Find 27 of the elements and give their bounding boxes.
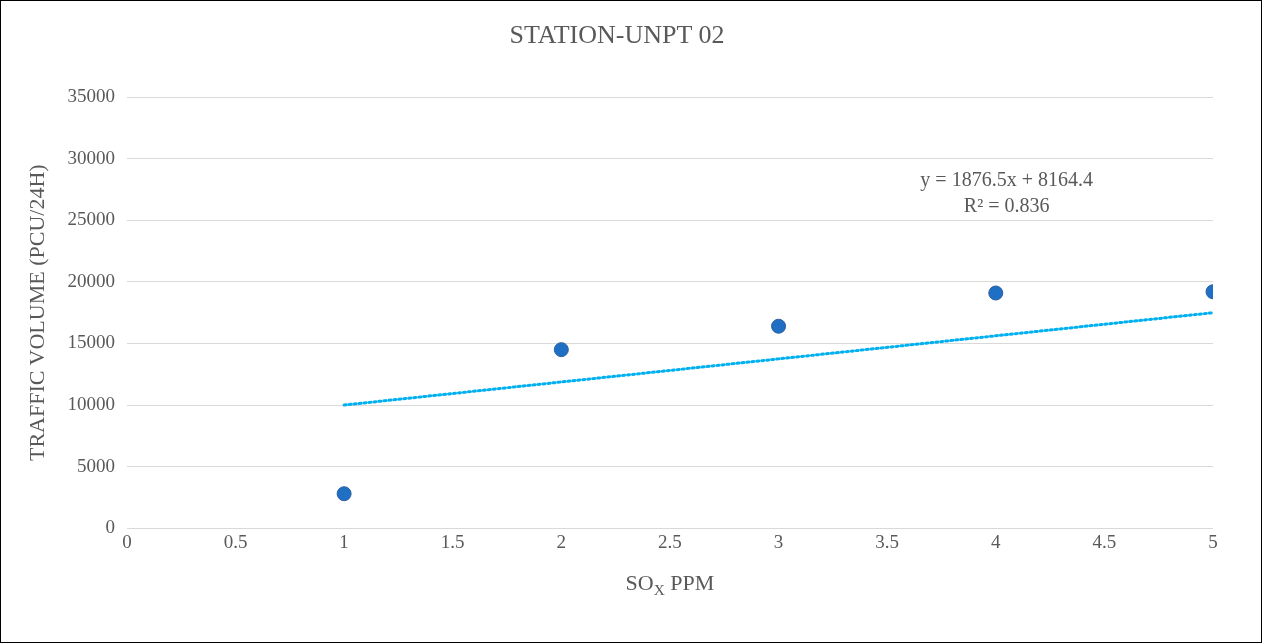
x-tick-label: 3.5: [875, 530, 900, 552]
x-tick-label: 1: [339, 530, 349, 552]
y-tick-label: 10000: [67, 393, 115, 415]
x-tick-label: 4.5: [1092, 530, 1117, 552]
x-tick-label: 3: [773, 530, 784, 552]
y-tick-label: 5000: [76, 454, 115, 476]
x-tick-label: 0.5: [223, 530, 248, 552]
annotation: y = 1876.5x + 8164.4: [920, 168, 1093, 192]
y-axis-title: TRAFFIC VOLUME (PCU/24H): [23, 164, 49, 462]
y-tick-label: 35000: [67, 85, 115, 107]
y-tick-label: 20000: [67, 269, 115, 291]
point: [553, 342, 569, 358]
y-tick-label: 15000: [67, 331, 115, 353]
x-tick-label: 1.5: [440, 530, 465, 552]
x-tick-label: 2.5: [658, 530, 682, 552]
point: [771, 318, 787, 334]
chart-title: STATION-UNPT 02: [509, 20, 725, 50]
x-tick-label: 2: [556, 530, 567, 552]
y-tick-label: 25000: [67, 208, 115, 230]
x-tick-label: 5: [1208, 530, 1218, 552]
point: [988, 285, 1004, 301]
x-tick-label: 4: [991, 530, 1002, 552]
point: [336, 486, 352, 502]
y-tick-label: 0: [105, 516, 115, 538]
y-tick-label: 30000: [67, 146, 115, 168]
x-tick-label: 0: [122, 530, 132, 552]
annotation: R² = 0.836: [963, 194, 1050, 217]
